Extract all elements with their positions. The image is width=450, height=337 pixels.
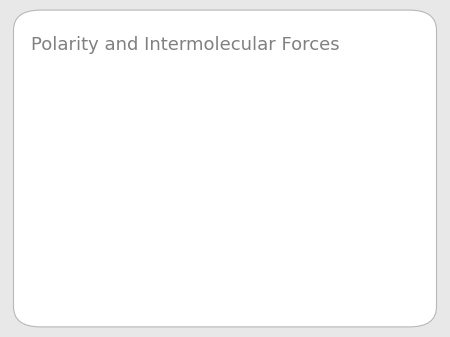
Text: Polarity and Intermolecular Forces: Polarity and Intermolecular Forces bbox=[31, 36, 339, 55]
FancyBboxPatch shape bbox=[14, 10, 436, 327]
